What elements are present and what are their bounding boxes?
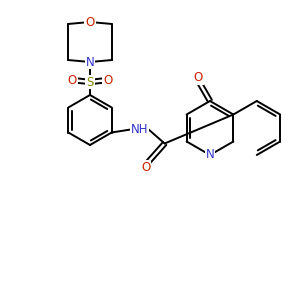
Text: N: N xyxy=(85,56,94,68)
Text: S: S xyxy=(86,76,94,88)
Text: O: O xyxy=(85,16,94,28)
Text: O: O xyxy=(68,74,76,86)
Text: N: N xyxy=(206,148,214,161)
Text: O: O xyxy=(103,74,112,86)
Text: O: O xyxy=(141,161,150,174)
Text: O: O xyxy=(194,71,202,84)
Text: NH: NH xyxy=(131,123,148,136)
